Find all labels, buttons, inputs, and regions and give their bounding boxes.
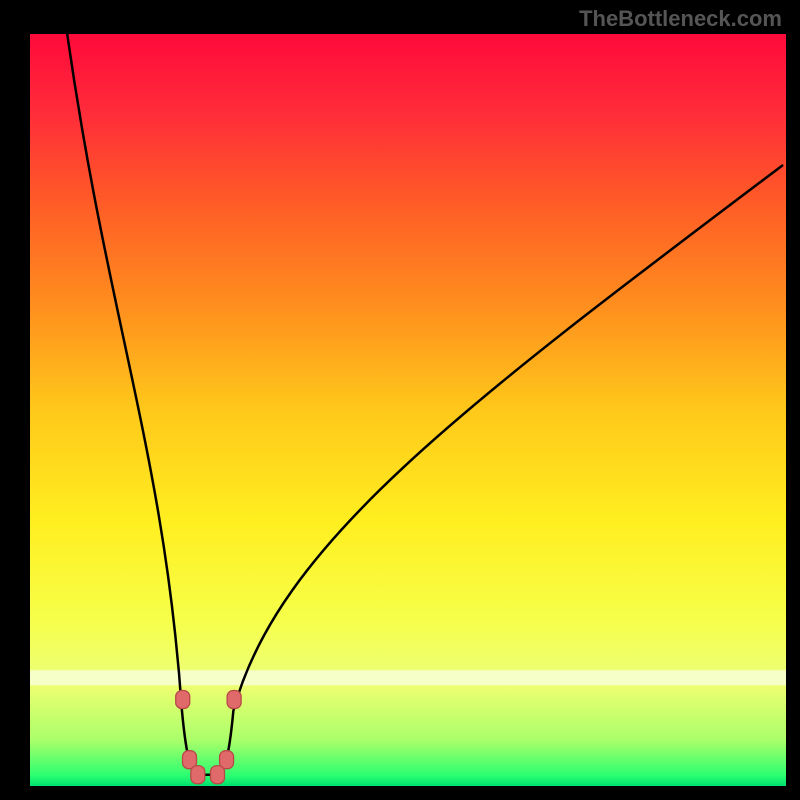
plot-area xyxy=(30,34,786,786)
bottleneck-curve xyxy=(30,34,786,786)
curve-path xyxy=(64,34,782,775)
chart-frame: TheBottleneck.com xyxy=(0,0,800,800)
watermark-text: TheBottleneck.com xyxy=(579,6,782,32)
curve-marker xyxy=(210,766,224,784)
curve-marker xyxy=(191,766,205,784)
curve-marker xyxy=(227,691,241,709)
curve-marker xyxy=(176,691,190,709)
